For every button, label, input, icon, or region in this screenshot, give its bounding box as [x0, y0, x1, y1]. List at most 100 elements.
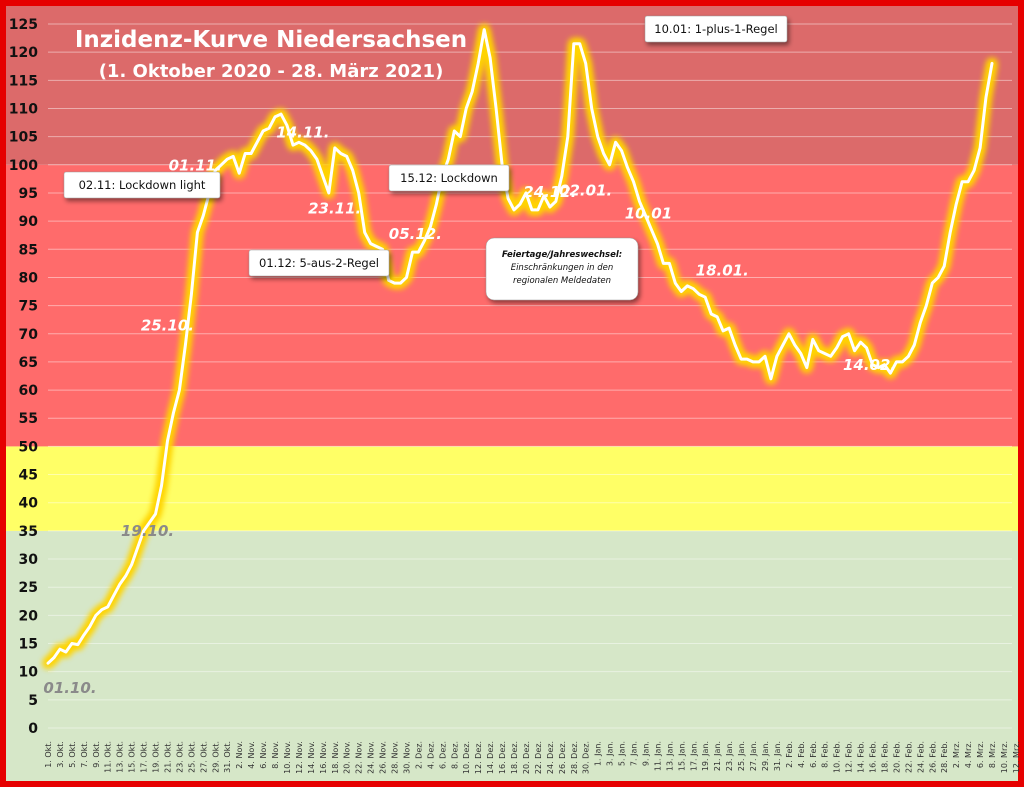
x-axis: 1. Okt. 3. Okt. 5. Okt. 7. Okt. 9. Okt. 11. O… — [44, 741, 1024, 774]
x-tick-label: 2. Mrz. — [952, 741, 961, 768]
y-tick-label: 120 — [9, 45, 38, 61]
date-label: 14.02. — [843, 356, 896, 374]
annotation-text: Einschränkungen in den — [511, 263, 614, 273]
y-tick-label: 5 — [28, 693, 38, 709]
x-tick-label: 7. Jan. — [630, 741, 639, 766]
annotation-box: 02.11: Lockdown light — [63, 171, 221, 199]
date-label: 19.10. — [121, 522, 174, 540]
y-tick-label: 55 — [19, 411, 38, 427]
y-tick-label: 80 — [19, 270, 39, 286]
x-tick-label: 3. Okt. — [56, 741, 65, 768]
y-tick-label: 95 — [19, 186, 38, 202]
x-tick-label: 12. Mrz. — [1012, 741, 1021, 773]
annotation-text: 01.12: 5-aus-2-Regel — [259, 256, 379, 270]
chart-title: Inzidenz-Kurve Niedersachsen — [75, 27, 467, 53]
x-tick-label: 25. Okt. — [187, 741, 196, 773]
date-label: 01.11. — [169, 156, 222, 174]
y-tick-label: 125 — [9, 17, 38, 33]
x-tick-label: 18. Nov. — [331, 741, 340, 774]
x-tick-label: 5. Okt. — [68, 741, 77, 768]
date-label: 25.10. — [141, 316, 194, 334]
date-label: 14.11. — [276, 124, 329, 142]
date-label: 01.10. — [43, 679, 96, 697]
x-tick-label: 9. Jan. — [641, 741, 650, 766]
x-tick-label: 18. Feb. — [880, 741, 889, 773]
x-tick-label: 8. Mrz. — [988, 741, 997, 768]
x-tick-label: 15. Jan. — [677, 741, 686, 771]
y-tick-label: 75 — [19, 299, 38, 315]
annotation-boxes: 02.11: Lockdown light 01.12: 5-aus-2-Rege… — [63, 15, 788, 301]
x-tick-label: 23. Jan. — [725, 741, 734, 771]
y-tick-label: 35 — [19, 524, 38, 540]
x-tick-label: 4. Nov. — [247, 741, 256, 769]
x-tick-label: 8. Dez. — [450, 741, 459, 769]
x-tick-label: 29. Jan. — [761, 741, 770, 771]
y-tick-label: 45 — [19, 468, 38, 484]
x-tick-label: 15. Okt. — [128, 741, 137, 773]
x-tick-label: 11. Okt. — [104, 741, 113, 773]
x-tick-label: 24. Dez. — [546, 741, 555, 774]
annotation-box: 10.01: 1-plus-1-Regel — [644, 15, 788, 43]
y-tick-label: 105 — [9, 130, 38, 146]
x-tick-label: 3. Jan. — [606, 741, 615, 766]
x-tick-label: 14. Feb. — [857, 741, 866, 773]
x-tick-label: 12. Dez. — [474, 741, 483, 774]
x-tick-label: 10. Feb. — [833, 741, 842, 773]
x-tick-label: 17. Jan. — [689, 741, 698, 771]
x-tick-label: 31. Jan. — [773, 741, 782, 771]
annotation-box-bg — [485, 237, 639, 301]
date-labels: 01.10. 19.10. 25.10. 01.11. 14.11. 23.11. 05.1… — [43, 124, 896, 698]
x-tick-label: 30. Nov. — [402, 741, 411, 774]
y-tick-label: 0 — [28, 721, 38, 737]
x-tick-label: 27. Jan. — [749, 741, 758, 771]
annotation-box: 15.12: Lockdown — [388, 164, 510, 192]
x-tick-label: 29. Okt. — [211, 741, 220, 773]
x-tick-label: 6. Feb. — [809, 741, 818, 768]
x-tick-label: 1. Okt. — [44, 741, 53, 768]
y-tick-label: 50 — [19, 439, 39, 455]
x-tick-label: 11. Jan. — [653, 741, 662, 771]
x-tick-label: 14. Nov. — [307, 741, 316, 774]
y-tick-label: 25 — [19, 580, 38, 596]
annotation-box-bg — [63, 171, 221, 199]
x-tick-label: 22. Nov. — [355, 741, 364, 774]
x-tick-label: 10. Nov. — [283, 741, 292, 774]
x-tick-label: 13. Jan. — [665, 741, 674, 771]
y-tick-label: 110 — [9, 101, 38, 117]
x-tick-label: 28. Nov. — [391, 741, 400, 774]
x-tick-label: 16. Nov. — [319, 741, 328, 774]
y-axis: 0 5 10 15 20 25 30 35 40 45 50 55 60 65 70 75 80 85 90 95 10… — [9, 17, 38, 737]
series-line — [46, 28, 994, 665]
x-tick-label: 13. Okt. — [116, 741, 125, 773]
x-tick-label: 25. Jan. — [737, 741, 746, 771]
annotation-box: 01.12: 5-aus-2-Regel — [248, 249, 390, 277]
y-tick-label: 30 — [19, 552, 39, 568]
x-tick-label: 6. Mrz. — [976, 741, 985, 768]
annotation-text: 15.12: Lockdown — [400, 171, 498, 185]
chart-subtitle: (1. Oktober 2020 - 28. März 2021) — [99, 61, 444, 82]
x-tick-label: 7. Okt. — [80, 741, 89, 768]
y-tick-label: 20 — [19, 608, 39, 624]
annotation-text: regionalen Meldedaten — [513, 276, 611, 286]
x-tick-label: 28. Feb. — [940, 741, 949, 773]
annotation-text: 10.01: 1-plus-1-Regel — [654, 22, 777, 36]
x-tick-label: 19. Jan. — [701, 741, 710, 771]
x-tick-label: 2. Nov. — [235, 741, 244, 769]
x-tick-label: 20. Feb. — [892, 741, 901, 773]
y-tick-label: 100 — [9, 158, 38, 174]
annotation-box: Feiertage/Jahreswechsel: Einschränkungen … — [485, 237, 639, 301]
gridlines — [48, 23, 1012, 729]
x-tick-label: 21. Okt. — [163, 741, 172, 773]
x-tick-label: 26. Nov. — [379, 741, 388, 774]
annotation-text: Feiertage/Jahreswechsel: — [502, 250, 622, 260]
x-tick-label: 4. Mrz. — [964, 741, 973, 768]
date-label: 05.12. — [389, 225, 442, 243]
y-tick-label: 40 — [19, 496, 39, 512]
x-tick-label: 1. Jan. — [594, 741, 603, 766]
x-tick-label: 24. Nov. — [367, 741, 376, 774]
y-tick-label: 115 — [9, 73, 38, 89]
annotation-box-bg — [388, 164, 510, 192]
y-tick-label: 65 — [19, 355, 38, 371]
x-tick-label: 17. Okt. — [140, 741, 149, 773]
